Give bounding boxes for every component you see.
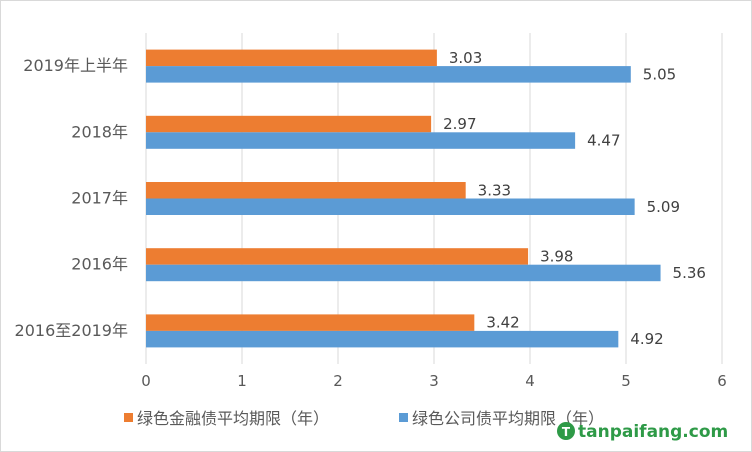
watermark-text: tanpaifang.com (578, 422, 728, 442)
bar-green-corporate-bond (146, 264, 661, 282)
bar-green-corporate-bond (146, 330, 619, 348)
bar-green-finance-bond (146, 248, 529, 265)
data-label: 3.42 (486, 314, 519, 332)
data-label: 5.05 (643, 65, 676, 83)
watermark-logo-letter: T (562, 425, 571, 439)
x-tick-label: 0 (141, 372, 151, 390)
legend-swatch-finance (124, 413, 133, 422)
data-label: 2.97 (443, 115, 476, 133)
category-label: 2018年 (71, 122, 128, 141)
category-label: 2019年上半年 (23, 56, 128, 75)
bar-green-finance-bond (146, 314, 475, 331)
bar-green-corporate-bond (146, 66, 631, 83)
bar-green-corporate-bond (146, 198, 635, 215)
category-label: 2016至2019年 (15, 321, 128, 340)
data-label: 4.47 (587, 132, 620, 150)
data-labels: 3.03 5.05 2.97 4.47 3.33 5.09 3.98 5.36 3.42 4.92 (443, 49, 706, 348)
legend-label-corporate: 绿色公司债平均期限（年） (412, 409, 604, 428)
watermark-logo-icon (557, 422, 575, 440)
x-tick-label: 1 (237, 372, 247, 390)
x-tick-label: 2 (333, 372, 343, 390)
x-tick-label: 3 (429, 372, 439, 390)
data-label: 4.92 (630, 330, 663, 348)
x-tick-label: 4 (525, 372, 535, 390)
bars (146, 49, 661, 348)
x-tick-labels: 0 1 2 3 4 5 6 (141, 372, 727, 390)
category-label: 2017年 (71, 189, 128, 208)
bar-green-finance-bond (146, 49, 437, 67)
bar-green-finance-bond (146, 115, 432, 133)
watermark: T tanpaifang.com (557, 422, 728, 442)
bar-green-finance-bond (146, 182, 466, 199)
category-label: 2016年 (71, 255, 128, 274)
legend-swatch-corporate (399, 413, 408, 422)
category-labels: 2019年上半年 2018年 2017年 2016年 2016至2019年 (15, 56, 128, 340)
data-label: 3.03 (449, 49, 482, 67)
legend: 绿色金融债平均期限（年） 绿色公司债平均期限（年） (124, 409, 604, 428)
x-tick-label: 5 (621, 372, 631, 390)
bar-green-corporate-bond (146, 132, 576, 149)
legend-label-finance: 绿色金融债平均期限（年） (137, 409, 329, 428)
data-label: 3.33 (478, 181, 511, 199)
x-tick-label: 6 (717, 372, 727, 390)
data-label: 5.36 (673, 264, 706, 282)
data-label: 3.98 (540, 247, 573, 265)
data-label: 5.09 (647, 198, 680, 216)
